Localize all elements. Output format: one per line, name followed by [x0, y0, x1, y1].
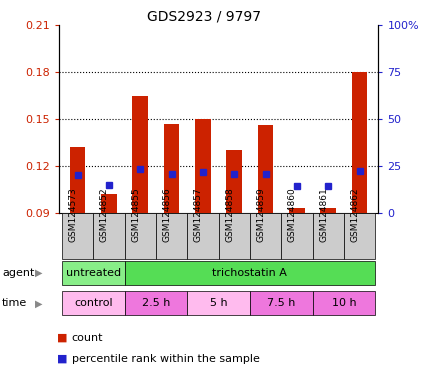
Text: agent: agent: [2, 268, 34, 278]
Text: GSM124859: GSM124859: [256, 187, 265, 242]
Bar: [101, 194, 116, 213]
Text: ▶: ▶: [34, 298, 42, 308]
Text: GSM124856: GSM124856: [162, 187, 171, 242]
Bar: [351, 72, 367, 213]
Text: 5 h: 5 h: [209, 298, 227, 308]
Bar: [124, 213, 155, 259]
Text: GSM124852: GSM124852: [100, 187, 108, 242]
Text: count: count: [72, 333, 103, 343]
Text: GSM124858: GSM124858: [225, 187, 234, 242]
Bar: [257, 125, 273, 213]
Bar: [124, 291, 187, 316]
Bar: [187, 213, 218, 259]
Text: time: time: [2, 298, 27, 308]
Text: GSM124573: GSM124573: [69, 187, 77, 242]
Bar: [62, 213, 93, 259]
Text: ■: ■: [56, 333, 67, 343]
Bar: [69, 147, 85, 213]
Bar: [93, 213, 124, 259]
Text: control: control: [74, 298, 112, 308]
Bar: [194, 119, 210, 213]
Bar: [320, 209, 335, 213]
Bar: [226, 151, 242, 213]
Text: GSM124857: GSM124857: [194, 187, 202, 242]
Text: GSM124860: GSM124860: [287, 187, 296, 242]
Bar: [289, 209, 304, 213]
Text: 7.5 h: 7.5 h: [266, 298, 295, 308]
Bar: [312, 291, 375, 316]
Text: GSM124855: GSM124855: [131, 187, 140, 242]
Text: GSM124861: GSM124861: [319, 187, 328, 242]
Text: trichostatin A: trichostatin A: [212, 268, 287, 278]
Text: GSM124862: GSM124862: [350, 187, 359, 242]
Bar: [62, 291, 124, 316]
Bar: [132, 96, 148, 213]
Bar: [62, 260, 124, 285]
Bar: [312, 213, 343, 259]
Text: GDS2923 / 9797: GDS2923 / 9797: [147, 10, 261, 23]
Bar: [281, 213, 312, 259]
Bar: [218, 213, 250, 259]
Bar: [155, 213, 187, 259]
Text: 2.5 h: 2.5 h: [141, 298, 170, 308]
Text: untreated: untreated: [66, 268, 121, 278]
Bar: [187, 291, 250, 316]
Text: 10 h: 10 h: [331, 298, 355, 308]
Bar: [343, 213, 375, 259]
Text: ▶: ▶: [34, 268, 42, 278]
Bar: [124, 260, 375, 285]
Text: ■: ■: [56, 354, 67, 364]
Bar: [163, 124, 179, 213]
Text: percentile rank within the sample: percentile rank within the sample: [72, 354, 259, 364]
Bar: [250, 291, 312, 316]
Bar: [250, 213, 281, 259]
